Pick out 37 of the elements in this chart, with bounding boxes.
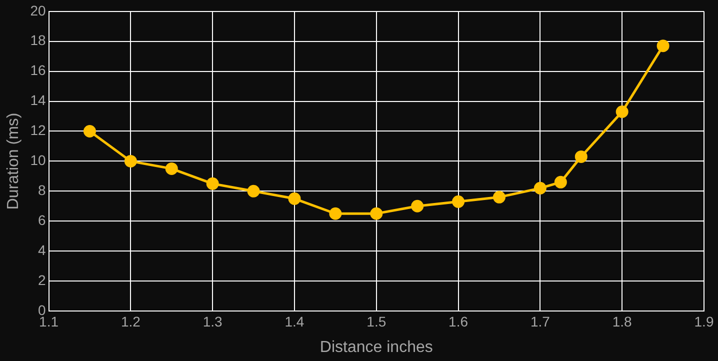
x-tick-label: 1.3 — [202, 313, 223, 330]
point — [288, 192, 301, 205]
point — [574, 150, 588, 163]
point — [165, 162, 178, 175]
x-tick-label: 1.2 — [120, 313, 141, 330]
point — [370, 207, 383, 220]
y-tick-label: 2 — [38, 272, 46, 288]
point — [616, 106, 628, 118]
x-axis-title: Distance inches — [320, 338, 433, 356]
x-tick-label: 1.7 — [530, 313, 550, 330]
y-tick-label: 6 — [38, 212, 46, 228]
point — [452, 195, 465, 208]
y-tick-label: 0 — [38, 302, 46, 318]
y-axis-title: Duration (ms) — [5, 112, 22, 210]
point — [329, 207, 342, 220]
x-tick-label: 1.9 — [694, 313, 714, 330]
y-tick-label: 20 — [30, 2, 46, 18]
point — [656, 40, 670, 52]
point — [554, 176, 567, 188]
y-tick-label: 10 — [30, 152, 46, 168]
point — [492, 190, 506, 204]
point — [534, 182, 546, 194]
y-tick-label: 4 — [38, 242, 46, 258]
y-tick-label: 12 — [30, 122, 46, 138]
point — [247, 184, 260, 198]
y-tick-label: 14 — [30, 92, 46, 108]
y-tick-label: 16 — [30, 62, 46, 78]
point — [124, 154, 137, 168]
point — [83, 124, 96, 138]
point — [411, 200, 424, 212]
point — [206, 177, 219, 190]
x-tick-label: 1.5 — [366, 313, 386, 330]
y-tick-label: 18 — [30, 32, 46, 48]
x-tick-label: 1.6 — [448, 313, 468, 330]
y-tick-label: 8 — [38, 182, 46, 198]
x-tick-label: 1.8 — [612, 313, 632, 330]
x-tick-label: 1.4 — [284, 313, 304, 330]
